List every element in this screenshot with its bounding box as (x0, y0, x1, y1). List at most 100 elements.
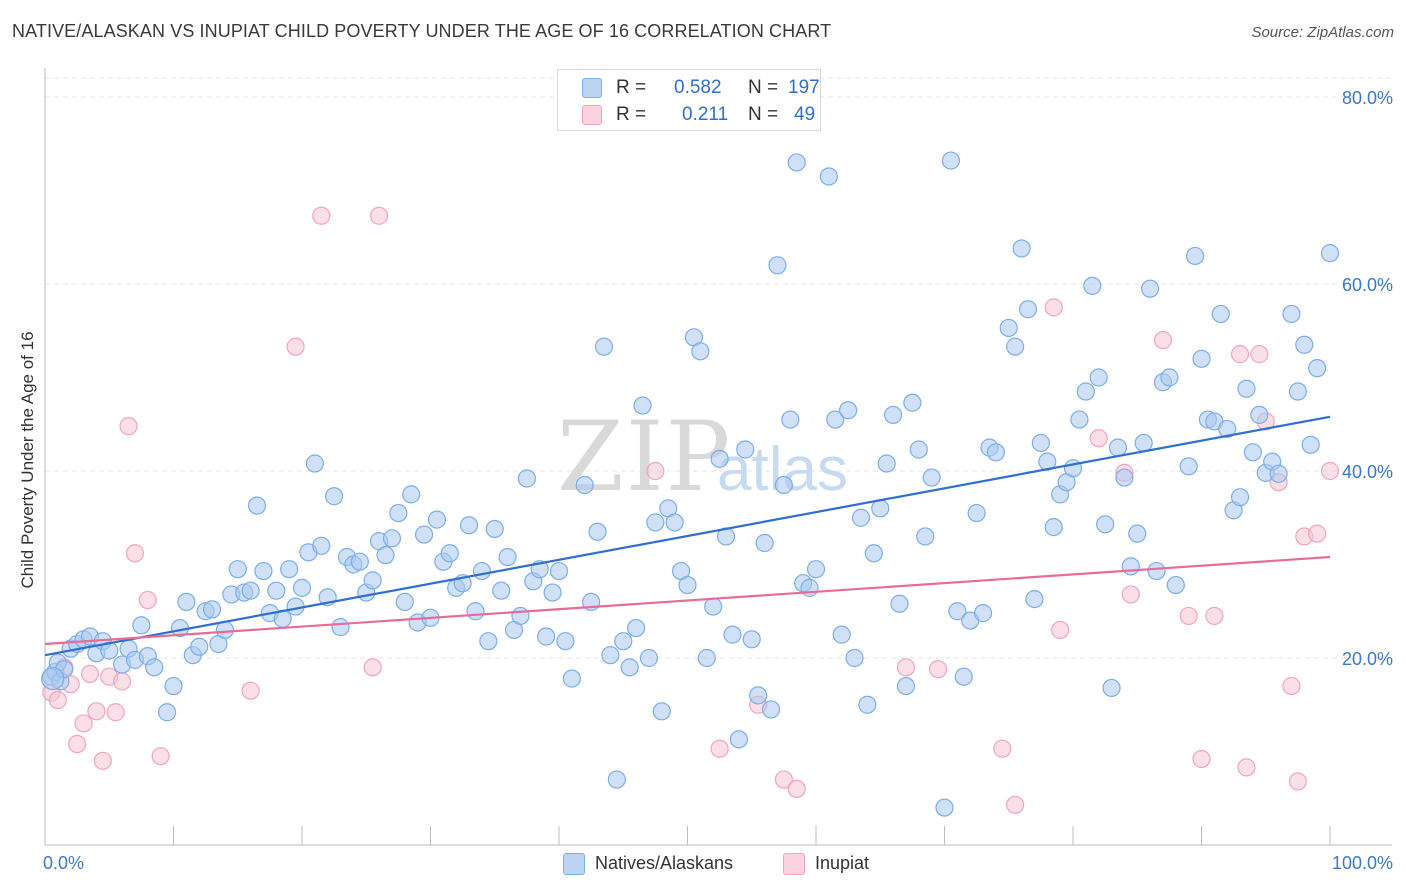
data-point-natives (871, 499, 890, 518)
data-point-natives (517, 469, 536, 488)
data-point-natives (466, 602, 485, 621)
data-point-natives (132, 616, 151, 635)
data-point-inupiat (1250, 345, 1269, 364)
data-point-natives (691, 342, 710, 361)
data-point-natives (755, 533, 774, 553)
data-point-inupiat (80, 664, 100, 683)
data-point-natives (247, 496, 267, 515)
data-point-natives (935, 798, 954, 817)
data-point-natives (723, 625, 742, 644)
data-point-inupiat (370, 206, 389, 225)
data-point-natives (620, 658, 639, 677)
data-point-natives (427, 510, 447, 529)
data-point-natives (1076, 382, 1095, 401)
data-point-natives (177, 592, 196, 612)
data-point-natives (537, 627, 556, 646)
data-point-natives (1250, 405, 1269, 424)
data-point-natives (543, 583, 562, 602)
data-point-inupiat (1282, 676, 1301, 696)
data-point-natives (1025, 589, 1044, 609)
data-point-natives (363, 571, 382, 590)
data-point-natives (967, 503, 986, 523)
data-point-natives (774, 475, 793, 495)
data-point-natives (511, 606, 530, 626)
data-point-natives (305, 454, 324, 473)
data-point-natives (190, 637, 209, 656)
data-point-natives (1070, 410, 1089, 429)
data-point-natives (1134, 433, 1153, 453)
data-point-natives (646, 513, 665, 532)
bottom-legend-swatch-natives (563, 853, 585, 875)
data-point-natives (697, 648, 716, 668)
stats-legend: R = 0.582 N = 197 R = 0.211 N = 49 (557, 69, 821, 131)
data-point-natives (440, 544, 459, 563)
chart-title: NATIVE/ALASKAN VS INUPIAT CHILD POVERTY … (12, 21, 832, 41)
data-point-natives (556, 632, 575, 651)
data-point-inupiat (48, 690, 67, 710)
data-point-natives (1211, 304, 1230, 324)
data-point-inupiat (363, 658, 382, 677)
data-point-inupiat (119, 417, 138, 436)
data-point-natives (1295, 335, 1314, 354)
legend-n-value: 197 (788, 77, 820, 98)
data-point-natives (1179, 457, 1198, 476)
data-point-natives (402, 485, 421, 504)
data-point-natives (851, 508, 871, 527)
data-point-natives (633, 396, 652, 415)
data-point-natives (1320, 244, 1340, 263)
legend-r-value: 0.582 (674, 77, 722, 98)
data-point-natives (941, 151, 961, 170)
data-point-natives (1166, 575, 1185, 595)
data-point-natives (1102, 678, 1121, 698)
data-point-natives (652, 702, 671, 721)
data-point-natives (704, 597, 723, 616)
data-point-natives (575, 475, 594, 495)
data-point-natives (459, 516, 479, 535)
data-point-natives (382, 529, 402, 548)
data-point-inupiat (74, 714, 93, 733)
data-point-inupiat (1006, 795, 1025, 814)
data-point-inupiat (125, 544, 145, 563)
data-point-natives (819, 167, 838, 186)
data-point-inupiat (1153, 331, 1173, 350)
data-point-inupiat (1044, 298, 1063, 317)
data-point-natives (1237, 379, 1256, 398)
data-point-natives (588, 522, 607, 541)
source-credit: Source: ZipAtlas.com (1251, 24, 1394, 41)
data-point-natives (877, 454, 896, 473)
data-point-natives (839, 401, 858, 420)
data-point-natives (1140, 279, 1160, 298)
data-point-natives (601, 646, 620, 665)
data-point-natives (292, 578, 312, 597)
data-point-inupiat (1179, 606, 1198, 626)
data-point-inupiat (1205, 606, 1224, 626)
data-point-natives (864, 544, 883, 563)
x-tick-label: 100.0% (1332, 853, 1393, 873)
legend-r-value: 0.211 (682, 104, 729, 125)
data-point-natives (845, 648, 864, 668)
data-point-natives (472, 561, 491, 581)
bottom-legend-swatch-inupiat (783, 853, 805, 875)
data-point-natives (479, 632, 498, 651)
data-point-natives (858, 695, 877, 714)
data-point-natives (626, 618, 646, 638)
data-point-natives (1269, 464, 1288, 483)
data-point-inupiat (1051, 620, 1070, 640)
data-point-inupiat (241, 681, 260, 700)
data-point-natives (883, 405, 903, 424)
data-point-natives (254, 561, 273, 581)
trend-line-inupiat (44, 555, 1331, 646)
data-point-inupiat (1237, 758, 1256, 777)
legend-n-label: N = (748, 77, 779, 98)
data-point-natives (806, 560, 826, 579)
data-point-natives (1031, 433, 1050, 453)
data-point-inupiat (787, 779, 806, 799)
legend-r-label: R = (616, 104, 647, 125)
data-point-natives (41, 666, 65, 691)
data-point-inupiat (1230, 345, 1250, 364)
data-point-natives (395, 592, 414, 612)
data-point-natives (787, 153, 806, 172)
data-point-natives (1096, 515, 1115, 534)
data-point-natives (890, 594, 909, 613)
data-point-inupiat (1192, 749, 1211, 769)
